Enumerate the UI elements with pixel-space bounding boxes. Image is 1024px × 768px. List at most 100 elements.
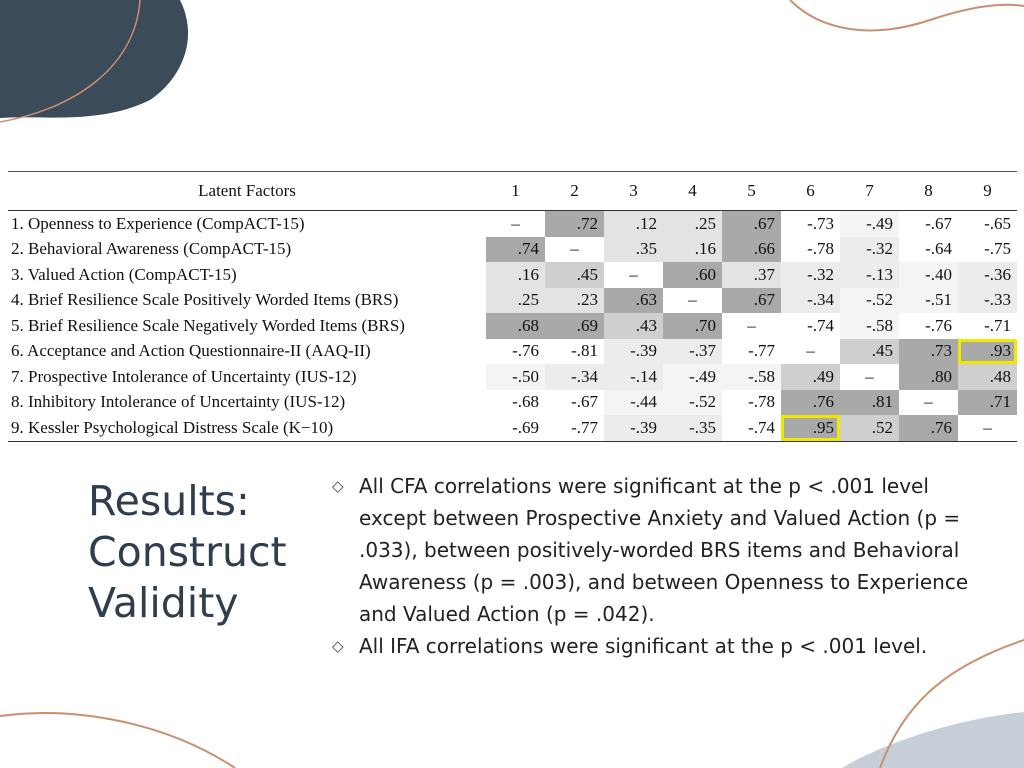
correlation-cell: -.49 <box>840 210 899 237</box>
correlation-table-container: Latent Factors 1 2 3 4 5 6 7 8 9 1. Open… <box>8 171 1017 442</box>
correlation-cell: .45 <box>840 338 899 364</box>
correlation-cell: -.76 <box>899 313 958 339</box>
correlation-cell: -.52 <box>840 287 899 313</box>
correlation-cell: .35 <box>604 236 663 262</box>
correlation-cell: -.34 <box>781 287 840 313</box>
correlation-cell: .76 <box>899 415 958 442</box>
corner-blob-top-left <box>0 0 189 118</box>
correlation-cell: -.50 <box>486 364 545 390</box>
correlation-cell: .71 <box>958 389 1017 415</box>
correlation-cell: -.33 <box>958 287 1017 313</box>
table-row: 9. Kessler Psychological Distress Scale … <box>8 415 1017 442</box>
title-line: Results: <box>88 477 250 525</box>
table-row: 5. Brief Resilience Scale Negatively Wor… <box>8 313 1017 339</box>
correlation-cell: .48 <box>958 364 1017 390</box>
correlation-cell: -.52 <box>663 389 722 415</box>
table-row: 7. Prospective Intolerance of Uncertaint… <box>8 364 1017 390</box>
correlation-cell: -.77 <box>722 338 781 364</box>
correlation-cell: .37 <box>722 262 781 288</box>
correlation-cell: .67 <box>722 287 781 313</box>
correlation-cell: – <box>570 239 579 259</box>
correlation-cell: -.78 <box>722 389 781 415</box>
bullet-text: All IFA correlations were significant at… <box>359 634 928 658</box>
row-label: 7. Prospective Intolerance of Uncertaint… <box>11 366 357 386</box>
correlation-cell: .76 <box>781 389 840 415</box>
header-col: 5 <box>722 171 781 211</box>
title-line: Construct <box>88 528 287 576</box>
header-col: 3 <box>604 171 663 211</box>
correlation-cell: .81 <box>840 389 899 415</box>
correlation-cell: -.74 <box>722 415 781 442</box>
correlation-cell: -.77 <box>545 415 604 442</box>
correlation-cell: .16 <box>486 262 545 288</box>
header-col: 4 <box>663 171 722 211</box>
correlation-cell: .43 <box>604 313 663 339</box>
correlation-cell: -.76 <box>486 338 545 364</box>
row-label: 8. Inhibitory Intolerance of Uncertainty… <box>11 392 346 412</box>
correlation-cell: .23 <box>545 287 604 313</box>
correlation-cell: .67 <box>722 210 781 237</box>
row-label: 5. Brief Resilience Scale Negatively Wor… <box>11 315 405 335</box>
table-row: 1. Openness to Experience (CompACT-15) –.… <box>8 210 1017 237</box>
correlation-cell: -.81 <box>545 338 604 364</box>
bullet-item: ◇ All IFA correlations were significant … <box>330 630 990 662</box>
correlation-cell: -.34 <box>545 364 604 390</box>
correlation-cell: -.73 <box>781 210 840 237</box>
correlation-cell: .25 <box>486 287 545 313</box>
correlation-cell: – <box>924 392 933 412</box>
corner-blob-bottom-right <box>842 712 1024 768</box>
correlation-cell: -.44 <box>604 389 663 415</box>
header-col: 8 <box>899 171 958 211</box>
correlation-cell: -.32 <box>840 236 899 262</box>
bullet-text: All CFA correlations were significant at… <box>359 474 969 626</box>
table-header-row: Latent Factors 1 2 3 4 5 6 7 8 9 <box>8 171 1017 211</box>
correlation-cell: .66 <box>722 236 781 262</box>
correlation-cell: .45 <box>545 262 604 288</box>
correlation-cell: -.14 <box>604 364 663 390</box>
correlation-cell: -.35 <box>663 415 722 442</box>
correlation-cell: -.69 <box>486 415 545 442</box>
row-label: 2. Behavioral Awareness (CompACT-15) <box>11 239 292 259</box>
correlation-cell: -.64 <box>899 236 958 262</box>
correlation-cell: -.78 <box>781 236 840 262</box>
correlation-cell: .49 <box>781 364 840 390</box>
correlation-cell: .16 <box>663 236 722 262</box>
header-col: 9 <box>958 171 1017 211</box>
correlation-cell: -.40 <box>899 262 958 288</box>
table-row: 3. Valued Action (CompACT-15) .16.45 – .60.… <box>8 262 1017 288</box>
table-body: 1. Openness to Experience (CompACT-15) –.… <box>8 210 1017 442</box>
correlation-cell: .73 <box>899 338 958 364</box>
correlation-cell: -.49 <box>663 364 722 390</box>
correlation-cell: -.32 <box>781 262 840 288</box>
correlation-cell: -.13 <box>840 262 899 288</box>
correlation-cell: – <box>747 315 756 335</box>
correlation-cell: -.58 <box>840 313 899 339</box>
row-label: 6. Acceptance and Action Questionnaire-I… <box>11 341 371 361</box>
correlation-cell: -.67 <box>545 389 604 415</box>
correlation-cell: .25 <box>663 210 722 237</box>
accent-curve-bottom-left <box>0 712 236 768</box>
correlation-cell: -.36 <box>958 262 1017 288</box>
correlation-cell: -.58 <box>722 364 781 390</box>
correlation-cell: -.51 <box>899 287 958 313</box>
title-line: Validity <box>88 579 239 627</box>
header-latent-factors: Latent Factors <box>8 171 486 211</box>
correlation-cell: .80 <box>899 364 958 390</box>
accent-curve-top-left <box>0 0 141 123</box>
correlation-cell: .95 <box>781 415 840 442</box>
bullet-item: ◇ All CFA correlations were significant … <box>330 470 990 630</box>
header-col: 2 <box>545 171 604 211</box>
table-row: 4. Brief Resilience Scale Positively Wor… <box>8 287 1017 313</box>
row-label: 9. Kessler Psychological Distress Scale … <box>8 415 486 442</box>
correlation-cell: -.68 <box>486 389 545 415</box>
correlation-cell: -.74 <box>781 313 840 339</box>
correlation-cell: .72 <box>545 210 604 237</box>
correlation-cell: – <box>511 213 520 233</box>
correlation-cell: .12 <box>604 210 663 237</box>
correlation-cell: -.71 <box>958 313 1017 339</box>
header-col: 1 <box>486 171 545 211</box>
slide-title: Results: Construct Validity <box>88 476 287 629</box>
accent-curve-top-right <box>789 0 1024 32</box>
correlation-cell: .60 <box>663 262 722 288</box>
